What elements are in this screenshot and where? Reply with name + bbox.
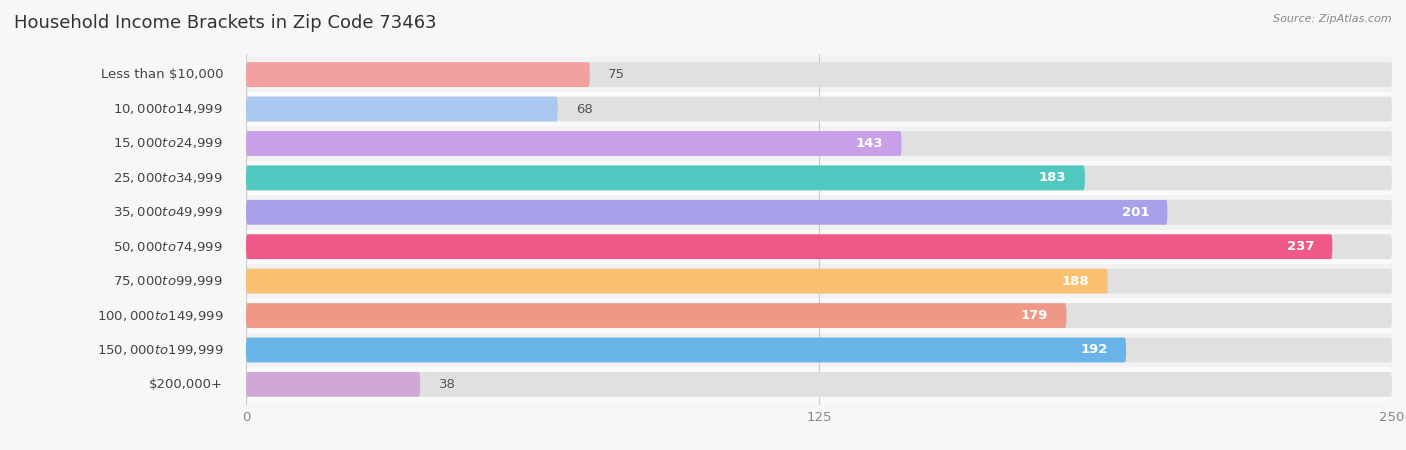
FancyBboxPatch shape bbox=[246, 372, 1392, 397]
Text: 201: 201 bbox=[1122, 206, 1149, 219]
FancyBboxPatch shape bbox=[246, 62, 1392, 87]
Text: 38: 38 bbox=[439, 378, 456, 391]
FancyBboxPatch shape bbox=[246, 303, 1067, 328]
FancyBboxPatch shape bbox=[246, 230, 1392, 264]
FancyBboxPatch shape bbox=[246, 333, 1392, 367]
Text: $25,000 to $34,999: $25,000 to $34,999 bbox=[114, 171, 224, 185]
FancyBboxPatch shape bbox=[246, 126, 1392, 161]
Text: 192: 192 bbox=[1080, 343, 1108, 356]
FancyBboxPatch shape bbox=[246, 372, 420, 397]
FancyBboxPatch shape bbox=[246, 200, 1392, 225]
Text: 183: 183 bbox=[1039, 171, 1067, 184]
FancyBboxPatch shape bbox=[246, 367, 1392, 401]
FancyBboxPatch shape bbox=[246, 234, 1392, 259]
Text: $35,000 to $49,999: $35,000 to $49,999 bbox=[114, 205, 224, 219]
FancyBboxPatch shape bbox=[246, 234, 1333, 259]
FancyBboxPatch shape bbox=[246, 264, 1392, 298]
Text: 237: 237 bbox=[1286, 240, 1315, 253]
Text: 179: 179 bbox=[1021, 309, 1049, 322]
FancyBboxPatch shape bbox=[246, 298, 1392, 333]
Text: Source: ZipAtlas.com: Source: ZipAtlas.com bbox=[1274, 14, 1392, 23]
Text: 188: 188 bbox=[1062, 274, 1090, 288]
FancyBboxPatch shape bbox=[246, 269, 1392, 293]
FancyBboxPatch shape bbox=[246, 269, 1108, 293]
FancyBboxPatch shape bbox=[246, 166, 1392, 190]
FancyBboxPatch shape bbox=[246, 62, 591, 87]
Text: $50,000 to $74,999: $50,000 to $74,999 bbox=[114, 240, 224, 254]
Text: $10,000 to $14,999: $10,000 to $14,999 bbox=[114, 102, 224, 116]
FancyBboxPatch shape bbox=[246, 58, 1392, 92]
FancyBboxPatch shape bbox=[246, 131, 901, 156]
FancyBboxPatch shape bbox=[246, 92, 1392, 126]
FancyBboxPatch shape bbox=[246, 195, 1392, 230]
Text: 75: 75 bbox=[609, 68, 626, 81]
Text: Household Income Brackets in Zip Code 73463: Household Income Brackets in Zip Code 73… bbox=[14, 14, 437, 32]
Text: $150,000 to $199,999: $150,000 to $199,999 bbox=[97, 343, 224, 357]
Text: 143: 143 bbox=[855, 137, 883, 150]
FancyBboxPatch shape bbox=[246, 338, 1392, 362]
FancyBboxPatch shape bbox=[246, 161, 1392, 195]
Text: $200,000+: $200,000+ bbox=[149, 378, 224, 391]
Text: $15,000 to $24,999: $15,000 to $24,999 bbox=[114, 136, 224, 150]
Text: $100,000 to $149,999: $100,000 to $149,999 bbox=[97, 309, 224, 323]
FancyBboxPatch shape bbox=[246, 131, 1392, 156]
FancyBboxPatch shape bbox=[246, 338, 1126, 362]
Text: $75,000 to $99,999: $75,000 to $99,999 bbox=[114, 274, 224, 288]
FancyBboxPatch shape bbox=[246, 200, 1167, 225]
FancyBboxPatch shape bbox=[246, 166, 1085, 190]
FancyBboxPatch shape bbox=[246, 303, 1392, 328]
FancyBboxPatch shape bbox=[246, 97, 558, 122]
Text: 68: 68 bbox=[576, 103, 593, 116]
Text: Less than $10,000: Less than $10,000 bbox=[101, 68, 224, 81]
FancyBboxPatch shape bbox=[246, 97, 1392, 122]
